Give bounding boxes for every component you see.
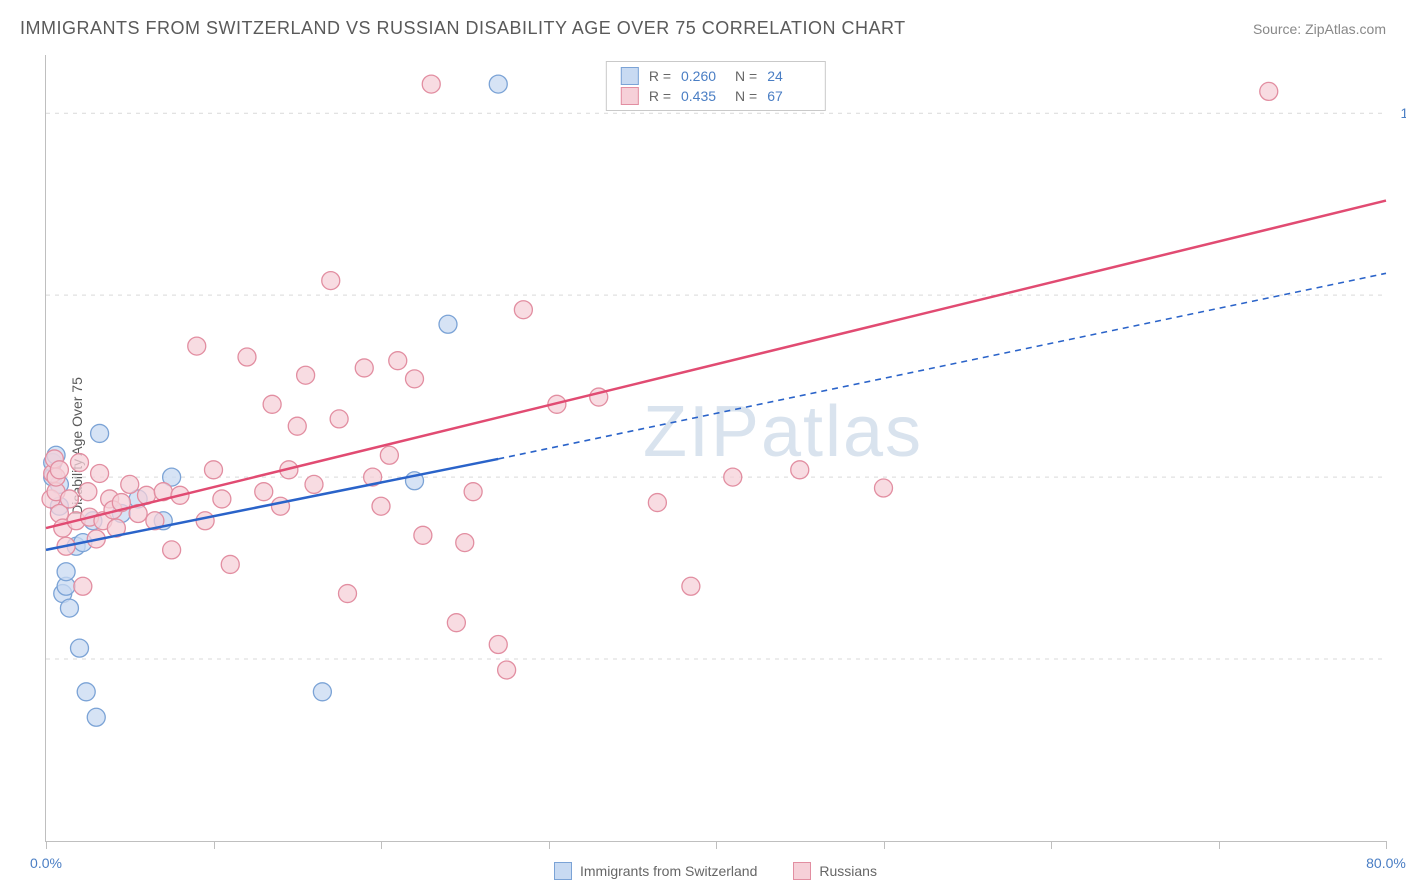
scatter-svg — [46, 55, 1386, 841]
x-tick — [46, 841, 47, 849]
chart-plot-area: ZIPatlas R = 0.260 N = 24 R = 0.435 N = … — [45, 55, 1386, 842]
chart-title: IMMIGRANTS FROM SWITZERLAND VS RUSSIAN D… — [20, 18, 906, 39]
x-tick — [549, 841, 550, 849]
r-value-swiss: 0.260 — [681, 68, 725, 84]
n-value-swiss: 24 — [767, 68, 811, 84]
source-label: Source: — [1253, 21, 1305, 37]
x-tick — [716, 841, 717, 849]
legend-label-russians: Russians — [819, 863, 877, 879]
r-label: R = — [649, 68, 671, 84]
legend-item-swiss: Immigrants from Switzerland — [554, 862, 757, 880]
legend-row: R = 0.435 N = 67 — [607, 86, 825, 106]
n-value-russians: 67 — [767, 88, 811, 104]
legend-row: R = 0.260 N = 24 — [607, 66, 825, 86]
legend-label-swiss: Immigrants from Switzerland — [580, 863, 757, 879]
series-legend: Immigrants from Switzerland Russians — [45, 862, 1386, 880]
swatch-russians — [621, 87, 639, 105]
n-label: N = — [735, 68, 757, 84]
swatch-swiss — [621, 67, 639, 85]
legend-item-russians: Russians — [793, 862, 877, 880]
x-tick — [1386, 841, 1387, 849]
r-label: R = — [649, 88, 671, 104]
x-tick — [1219, 841, 1220, 849]
n-label: N = — [735, 88, 757, 104]
source-attribution: Source: ZipAtlas.com — [1253, 21, 1386, 37]
y-tick-label: 100.0% — [1401, 105, 1406, 121]
swatch-swiss — [554, 862, 572, 880]
source-name: ZipAtlas.com — [1305, 21, 1386, 37]
swatch-russians — [793, 862, 811, 880]
x-tick — [1051, 841, 1052, 849]
x-tick — [884, 841, 885, 849]
x-tick — [381, 841, 382, 849]
r-value-russians: 0.435 — [681, 88, 725, 104]
x-tick — [214, 841, 215, 849]
correlation-legend: R = 0.260 N = 24 R = 0.435 N = 67 — [606, 61, 826, 111]
